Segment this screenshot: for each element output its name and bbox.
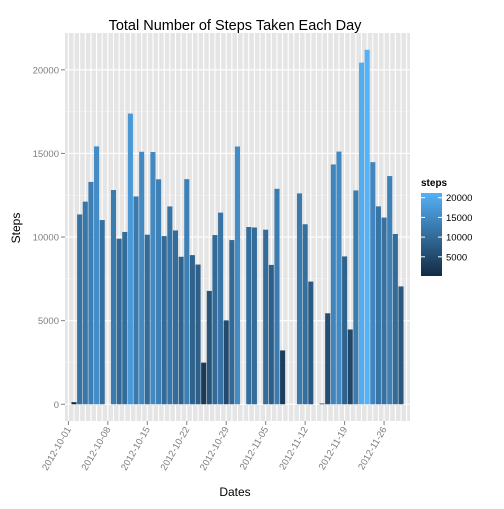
bar bbox=[234, 146, 241, 405]
legend-label: 5000 bbox=[446, 252, 467, 263]
x-tick-label: 2012-10-01 bbox=[40, 425, 74, 473]
legend-label: 15000 bbox=[446, 213, 472, 224]
bar bbox=[110, 190, 117, 405]
bar bbox=[398, 286, 404, 405]
legend-ticks: 20000 15000 10000 5000 bbox=[421, 193, 472, 263]
x-tick-label: 2012-10-15 bbox=[119, 425, 153, 473]
bar bbox=[229, 240, 235, 405]
y-tick-label: 5000 bbox=[38, 316, 59, 327]
legend-label: 10000 bbox=[446, 233, 472, 244]
bar bbox=[387, 176, 393, 405]
bar bbox=[381, 217, 387, 405]
bar bbox=[330, 164, 336, 405]
bar bbox=[251, 227, 257, 405]
bar bbox=[167, 206, 173, 405]
bar bbox=[201, 362, 207, 405]
bar bbox=[353, 190, 359, 405]
bar bbox=[325, 313, 331, 405]
bar bbox=[189, 255, 195, 405]
bar bbox=[94, 146, 100, 405]
bar bbox=[302, 224, 308, 405]
bar bbox=[144, 234, 150, 405]
x-tick-label: 2012-11-05 bbox=[238, 425, 271, 472]
x-tick-label: 2012-11-12 bbox=[277, 425, 310, 472]
bar bbox=[342, 256, 348, 405]
x-tick-label: 2012-10-08 bbox=[80, 425, 114, 473]
x-axis: 2012-10-01 2012-10-08 2012-10-15 2012-10-22… bbox=[40, 421, 390, 473]
bar bbox=[150, 152, 156, 405]
legend-title: steps bbox=[421, 178, 448, 189]
bar bbox=[195, 264, 201, 405]
bar bbox=[319, 403, 325, 405]
bar bbox=[99, 220, 105, 405]
bar bbox=[392, 233, 398, 405]
bar bbox=[336, 151, 342, 405]
bar bbox=[88, 181, 94, 405]
x-axis-label: Dates bbox=[219, 485, 250, 499]
bar bbox=[71, 402, 77, 405]
x-tick-label: 2012-10-29 bbox=[198, 425, 232, 473]
x-tick-label: 2012-11-26 bbox=[356, 425, 389, 472]
bar bbox=[370, 162, 376, 405]
bar bbox=[296, 193, 303, 405]
bar bbox=[82, 201, 88, 405]
bar bbox=[347, 329, 353, 405]
bar bbox=[218, 212, 224, 405]
legend-label: 20000 bbox=[446, 193, 472, 204]
y-tick-label: 15000 bbox=[33, 149, 59, 160]
y-tick-label: 0 bbox=[54, 400, 59, 411]
bar bbox=[246, 227, 252, 405]
bar bbox=[161, 236, 167, 405]
bar bbox=[375, 206, 381, 405]
bar bbox=[116, 238, 122, 405]
bar bbox=[122, 231, 128, 405]
bar bbox=[172, 230, 179, 405]
legend-colorbar bbox=[421, 193, 442, 276]
bar bbox=[308, 281, 314, 405]
x-tick-label: 2012-10-22 bbox=[159, 425, 193, 473]
y-axis-label: Steps bbox=[9, 213, 23, 244]
bar bbox=[223, 320, 229, 405]
bar bbox=[280, 350, 286, 405]
bar bbox=[364, 49, 370, 405]
bar bbox=[77, 214, 83, 405]
legend: steps 20000 15000 10000 5000 bbox=[421, 178, 472, 276]
bar bbox=[212, 235, 218, 405]
bar bbox=[156, 179, 162, 405]
chart-title: Total Number of Steps Taken Each Day bbox=[109, 18, 363, 34]
bar bbox=[268, 264, 274, 405]
bar bbox=[274, 188, 280, 405]
y-axis: 0 5000 10000 15000 20000 bbox=[33, 65, 65, 411]
bars bbox=[71, 49, 404, 405]
bar bbox=[127, 113, 133, 405]
bar bbox=[206, 290, 212, 405]
y-tick-label: 10000 bbox=[33, 233, 59, 244]
x-tick-label: 2012-11-19 bbox=[317, 425, 350, 472]
y-tick-label: 20000 bbox=[33, 65, 59, 76]
bar bbox=[358, 62, 365, 405]
bar bbox=[178, 256, 184, 405]
bar bbox=[133, 196, 139, 405]
bar bbox=[263, 229, 269, 405]
bar bbox=[184, 179, 190, 405]
bar bbox=[139, 151, 145, 405]
